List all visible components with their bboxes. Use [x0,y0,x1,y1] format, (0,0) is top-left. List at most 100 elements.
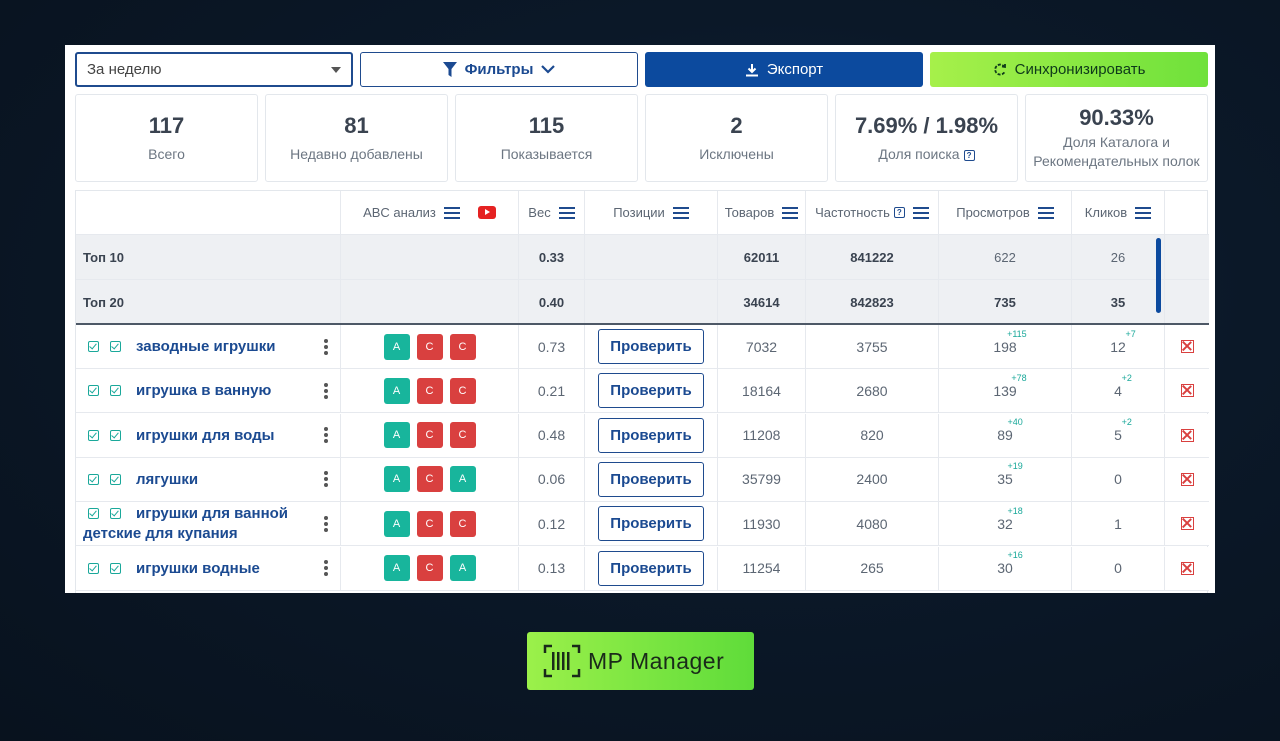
menu-icon[interactable] [443,206,460,219]
more-options-icon[interactable] [324,515,328,532]
header-views-label: Просмотров [956,205,1030,220]
more-options-icon[interactable] [324,427,328,444]
exclude-icon[interactable] [1180,517,1194,531]
stat-value: 81 [344,113,369,138]
keyword-text[interactable]: заводные игрушки [136,338,276,355]
views-delta: +40 [1007,417,1023,428]
stat-label: Всего [148,146,185,162]
menu-icon[interactable] [558,206,575,219]
views-value: 35 [997,471,1013,488]
clicks-value: 0 [1114,560,1122,576]
header-actions [1165,191,1209,234]
menu-icon[interactable] [1135,206,1152,219]
clicks-delta: +2 [1121,372,1132,383]
checkbox-icon[interactable] [110,508,121,520]
check-position-button[interactable]: Проверить [598,461,704,497]
cell-views: 30 +16 [939,546,1072,590]
period-select[interactable]: За неделю [75,52,353,87]
stat-label: Недавно добавлены [290,146,423,162]
table-row: заводные игрушки A C C 0.73 Проверить 7032 3755… [76,325,1209,369]
funnel-icon [442,61,457,77]
header-abc-label: ABC анализ [363,205,436,220]
exclude-icon[interactable] [1180,428,1194,442]
exclude-icon[interactable] [1180,340,1194,353]
abc-badge: A [449,466,476,493]
keyword-text[interactable]: лягушки [136,470,199,488]
keyword-text[interactable]: игрушка в ванную [136,382,272,400]
cell-clicks: 0 [1072,457,1165,501]
cell-name: лягушки [76,457,341,501]
checkbox-icon[interactable] [110,429,121,441]
menu-icon[interactable] [1037,206,1054,219]
cell-del [1165,325,1209,368]
checkbox-icon[interactable] [88,385,99,397]
keyword-text[interactable]: игрушки водные [136,559,260,577]
views-value: 89 [997,427,1013,444]
summary-actions [1165,280,1209,324]
cell-del [1165,414,1209,457]
more-options-icon[interactable] [324,382,328,399]
keyword-text[interactable]: игрушки для воды [136,426,275,444]
checkbox-icon[interactable] [88,429,99,441]
cell-frequency: 265 [806,546,939,590]
more-options-icon[interactable] [324,338,328,355]
keyword-text[interactable]: игрушки для ванной [136,505,289,523]
help-icon[interactable]: ? [893,207,905,218]
stat-label: Доля поиска [878,146,960,162]
cell-del [1165,547,1209,590]
more-options-icon[interactable] [324,471,328,488]
header-clicks: Кликов [1072,191,1165,234]
checkbox-icon[interactable] [88,473,99,485]
cell-weight: 0.48 [519,413,585,457]
cell-del [1165,369,1209,412]
header-weight: Вес [519,191,585,234]
table-row: игрушка в ванную A C C 0.21 Проверить 18164 268… [76,369,1209,414]
products-value: 11208 [742,427,781,444]
check-position-button[interactable]: Проверить [598,506,704,542]
checkbox-icon[interactable] [88,562,99,574]
checkbox-icon[interactable] [110,473,121,485]
scrollbar[interactable] [1156,238,1161,313]
table-row: игрушки для воды A C C 0.48 Проверить 11208 820… [76,413,1209,458]
table-header: ABC анализ Вес Позиции Товаров Частотнос… [76,191,1209,235]
check-position-button[interactable]: Проверить [598,550,704,586]
summary-products: 62011 [718,235,806,279]
checkbox-icon[interactable] [88,508,99,520]
abc-badge: A [383,555,410,581]
checkbox-icon[interactable] [88,341,99,352]
cell-clicks: 0 [1072,546,1165,590]
table-row: игрушки для ванной детские для купания A C C… [76,502,1209,547]
summary-name: Топ 20 [76,280,341,324]
checkbox-icon[interactable] [110,341,121,352]
check-position-button[interactable]: Проверить [598,329,704,364]
exclude-icon[interactable] [1180,472,1194,486]
exclude-icon[interactable] [1180,384,1194,398]
filters-button[interactable]: Фильтры [360,52,638,87]
frequency-value: 3755 [856,338,888,355]
weight-value: 0.73 [537,338,566,355]
check-position-button[interactable]: Проверить [598,417,704,453]
menu-icon[interactable] [672,206,689,219]
checkbox-icon[interactable] [110,562,121,574]
period-value: За неделю [87,61,162,78]
more-options-icon[interactable] [324,560,328,576]
menu-icon[interactable] [782,206,799,219]
help-icon[interactable]: ? [963,149,975,161]
cell-weight: 0.12 [519,502,585,546]
check-position-button[interactable]: Проверить [598,373,704,409]
sync-button[interactable]: Синхронизировать [930,52,1208,87]
youtube-icon[interactable] [477,206,496,219]
stat-value: 117 [148,113,185,138]
menu-icon[interactable] [912,206,929,219]
exclude-icon[interactable] [1180,561,1194,575]
export-button[interactable]: Экспорт [645,52,923,87]
chevron-down-icon [541,65,556,74]
abc-badge: A [449,555,476,581]
header-products-label: Товаров [724,205,775,220]
summary-frequency: 842823 [806,280,939,324]
stat-label: Доля Каталога и Рекомендательных полок [1033,134,1200,169]
products-value: 35799 [742,471,781,488]
checkbox-icon[interactable] [110,385,121,397]
keyword-text-line2[interactable]: детские для купания [83,525,238,543]
